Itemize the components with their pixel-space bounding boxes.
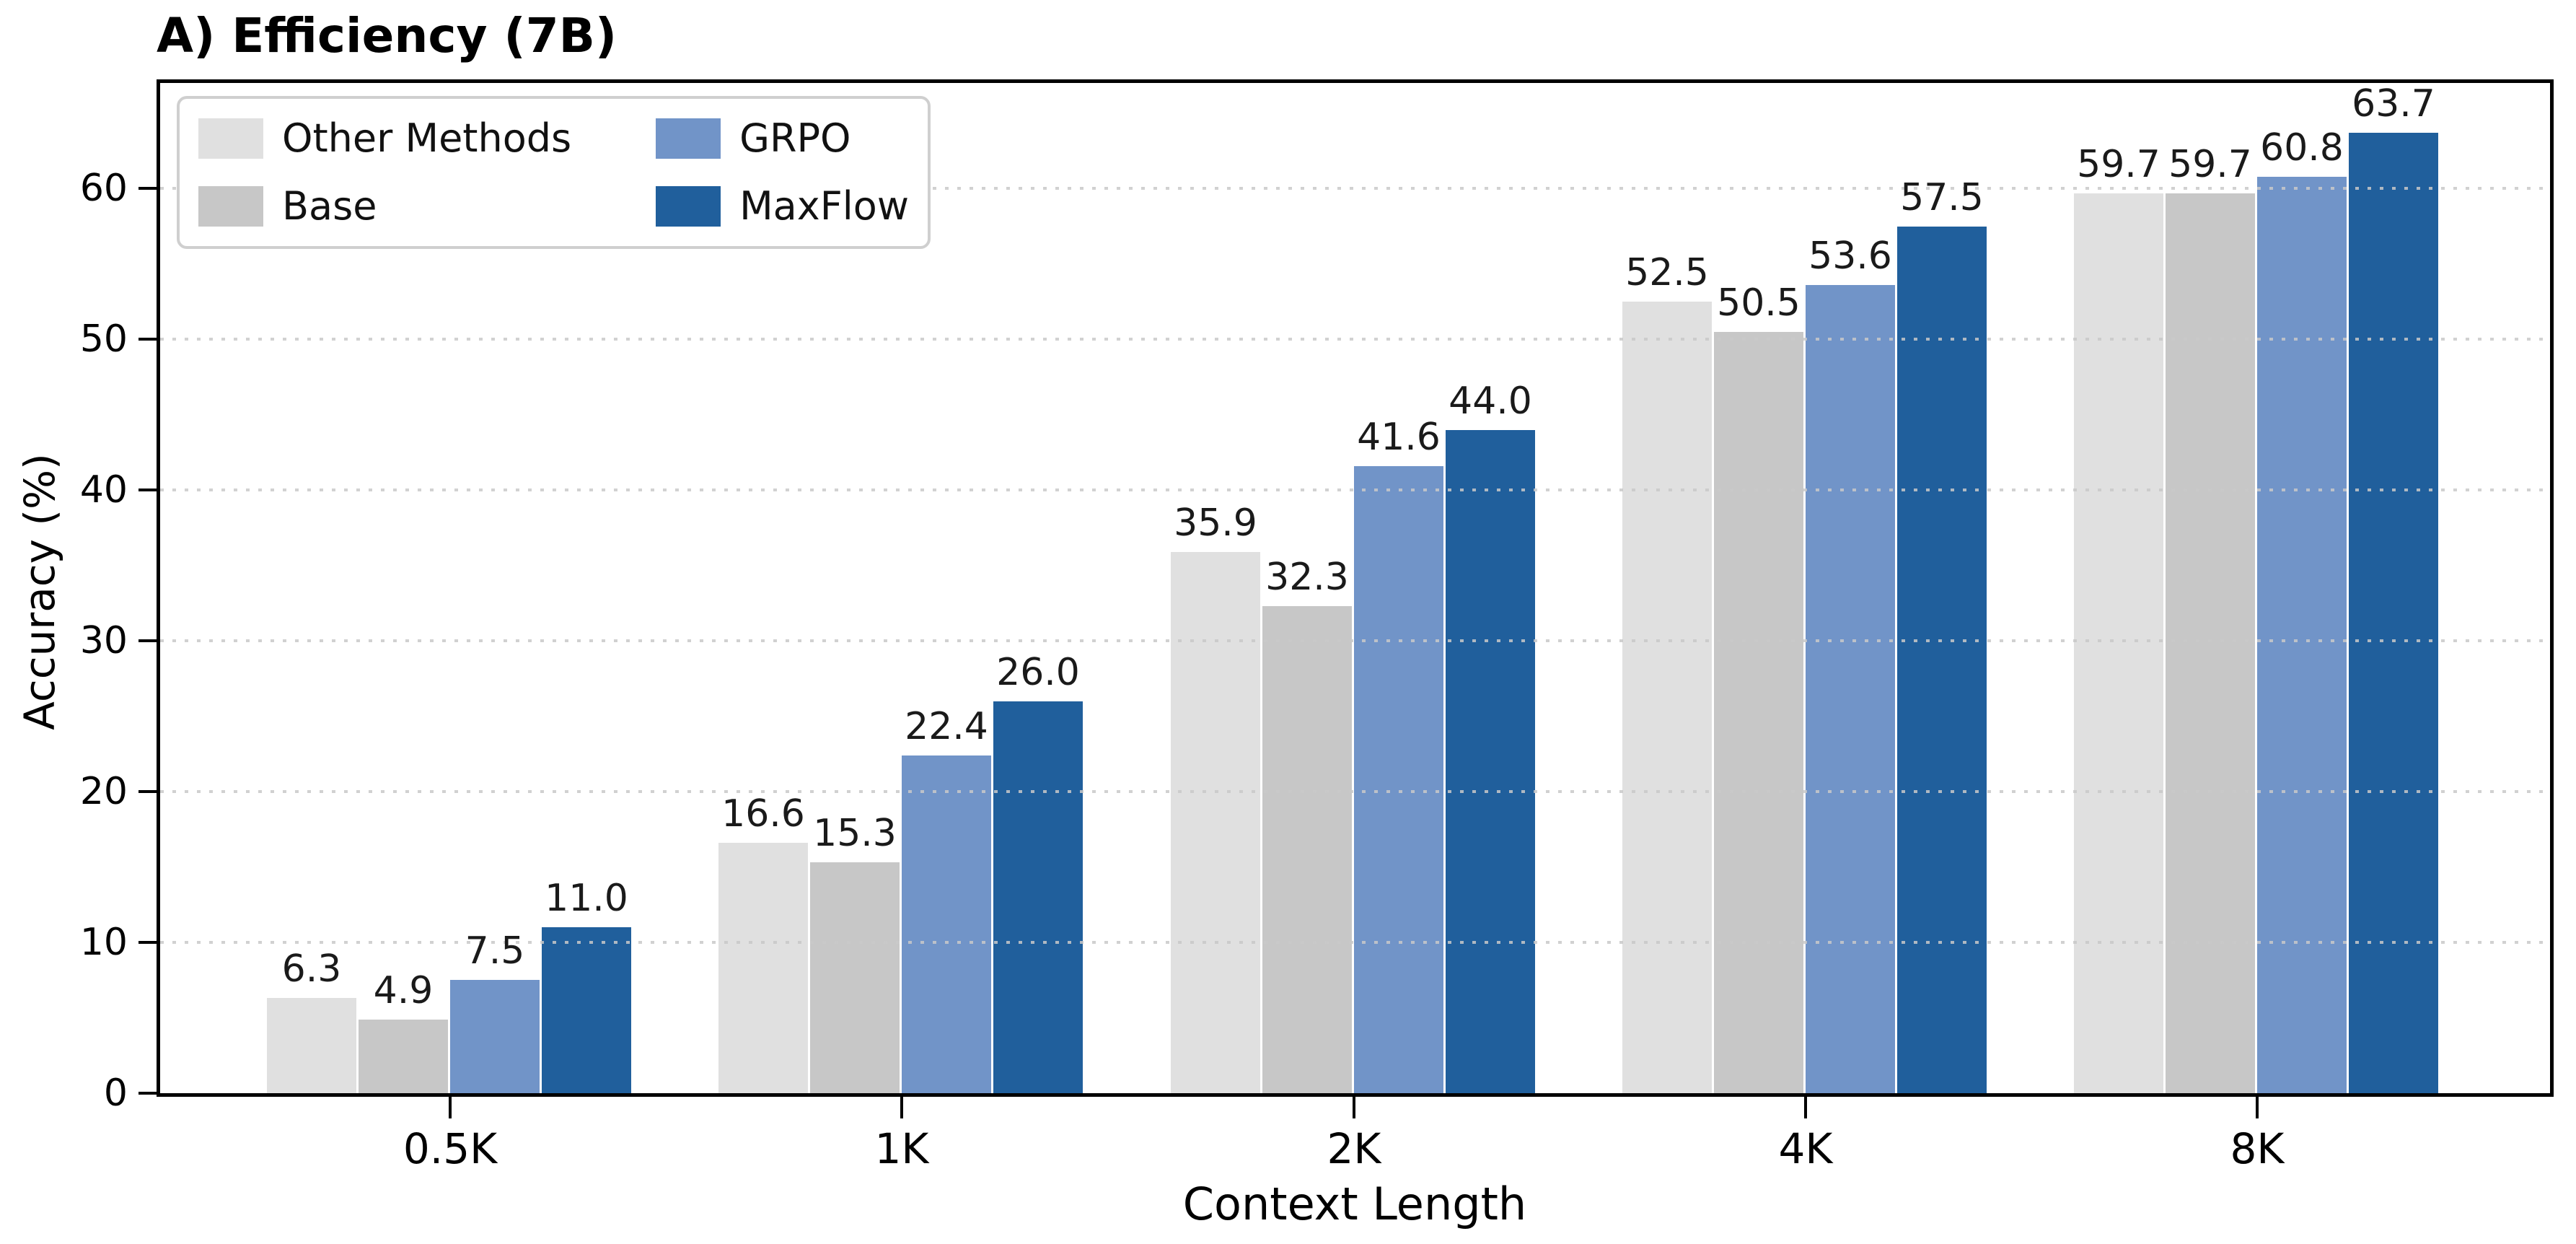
chart-title: A) Efficiency (7B) xyxy=(157,8,617,63)
legend-swatch-icon xyxy=(198,186,263,227)
y-tick xyxy=(139,790,157,794)
y-tick-label: 60 xyxy=(79,167,128,211)
bar-other-methods-0.5K xyxy=(267,998,356,1093)
y-tick xyxy=(139,941,157,945)
legend-item-grpo: GRPO xyxy=(656,118,909,159)
bar-base-0.5K xyxy=(359,1019,448,1093)
y-tick-label: 40 xyxy=(79,468,128,512)
bar-other-methods-4K xyxy=(1622,302,1712,1093)
value-label: 57.5 xyxy=(1900,175,1984,219)
bar-other-methods-1K xyxy=(718,843,808,1093)
value-label: 15.3 xyxy=(813,812,897,856)
bar-maxflow-2K xyxy=(1446,429,1535,1093)
x-tick-label-2K: 2K xyxy=(1327,1124,1381,1173)
bar-base-8K xyxy=(2166,193,2255,1093)
bar-maxflow-8K xyxy=(2349,132,2438,1093)
bar-maxflow-4K xyxy=(1897,226,1987,1093)
value-label: 60.8 xyxy=(2260,126,2344,170)
bar-grpo-2K xyxy=(1354,465,1443,1093)
y-tick xyxy=(139,1092,157,1095)
x-tick-label-1K: 1K xyxy=(874,1124,929,1173)
x-tick xyxy=(2256,1097,2259,1118)
bar-base-4K xyxy=(1714,331,1803,1093)
value-label: 35.9 xyxy=(1174,501,1257,545)
value-label: 26.0 xyxy=(996,650,1080,694)
gridline-y10 xyxy=(160,941,2550,945)
gridline-y30 xyxy=(160,639,2550,643)
bar-other-methods-8K xyxy=(2074,193,2163,1093)
y-tick xyxy=(139,639,157,643)
y-axis-label: Accuracy (%) xyxy=(15,453,64,730)
bar-maxflow-0.5K xyxy=(542,927,631,1093)
gridline-y60 xyxy=(160,187,2550,190)
bar-grpo-1K xyxy=(902,755,991,1093)
value-label: 41.6 xyxy=(1357,415,1441,459)
bar-grpo-8K xyxy=(2257,176,2347,1093)
legend-label: MaxFlow xyxy=(739,183,909,229)
legend-swatch-icon xyxy=(656,186,721,227)
value-label: 52.5 xyxy=(1625,251,1709,294)
value-label: 4.9 xyxy=(373,968,434,1012)
legend-label: Base xyxy=(282,183,377,229)
value-label: 11.0 xyxy=(545,877,628,921)
legend-label: Other Methods xyxy=(282,115,572,161)
value-label: 22.4 xyxy=(905,704,988,748)
bar-base-2K xyxy=(1262,606,1352,1093)
legend-column-2: GRPO MaxFlow xyxy=(656,118,909,227)
x-tick xyxy=(1804,1097,1807,1118)
x-tick xyxy=(1353,1097,1355,1118)
value-label: 7.5 xyxy=(465,929,525,973)
y-tick xyxy=(139,187,157,190)
value-label: 59.7 xyxy=(2077,142,2160,186)
value-label: 63.7 xyxy=(2352,82,2435,126)
y-tick xyxy=(139,338,157,341)
x-tick-label-4K: 4K xyxy=(1778,1124,1833,1173)
gridline-y40 xyxy=(160,489,2550,492)
value-label: 32.3 xyxy=(1265,556,1349,600)
plot-area: 6.3 16.6 35.9 52.5 59.7 4.9 15.3 32.3 50.5 59.7 7.… xyxy=(157,79,2554,1097)
legend-column-1: Other Methods Base xyxy=(198,118,656,227)
x-tick-label-8K: 8K xyxy=(2230,1124,2285,1173)
y-tick-label: 20 xyxy=(79,770,128,814)
bar-maxflow-1K xyxy=(993,701,1083,1093)
y-tick-label: 10 xyxy=(79,921,128,965)
bar-other-methods-2K xyxy=(1171,551,1260,1093)
value-label: 6.3 xyxy=(281,947,342,991)
value-label: 53.6 xyxy=(1808,235,1892,278)
value-label: 44.0 xyxy=(1449,379,1532,423)
legend-item-other-methods: Other Methods xyxy=(198,118,656,159)
gridline-y50 xyxy=(160,338,2550,341)
legend-item-maxflow: MaxFlow xyxy=(656,185,909,227)
bar-grpo-0.5K xyxy=(450,980,540,1093)
bar-base-1K xyxy=(810,862,900,1093)
y-tick xyxy=(139,489,157,492)
gridline-y20 xyxy=(160,790,2550,794)
x-tick-label-0.5K: 0.5K xyxy=(403,1124,498,1173)
x-axis-label: Context Length xyxy=(1182,1178,1527,1230)
value-label: 50.5 xyxy=(1717,281,1801,325)
x-tick xyxy=(900,1097,903,1118)
x-tick xyxy=(449,1097,452,1118)
bar-grpo-4K xyxy=(1806,285,1895,1093)
legend-swatch-icon xyxy=(198,118,263,159)
legend-item-base: Base xyxy=(198,185,656,227)
legend-label: GRPO xyxy=(739,115,851,161)
y-tick-label: 0 xyxy=(103,1072,128,1115)
legend: Other Methods Base GRPO MaxFlow xyxy=(177,96,931,249)
y-tick-label: 50 xyxy=(79,317,128,362)
legend-swatch-icon xyxy=(656,118,721,159)
y-tick-label: 30 xyxy=(79,619,128,663)
value-label: 16.6 xyxy=(721,792,805,836)
value-label: 59.7 xyxy=(2168,142,2252,186)
